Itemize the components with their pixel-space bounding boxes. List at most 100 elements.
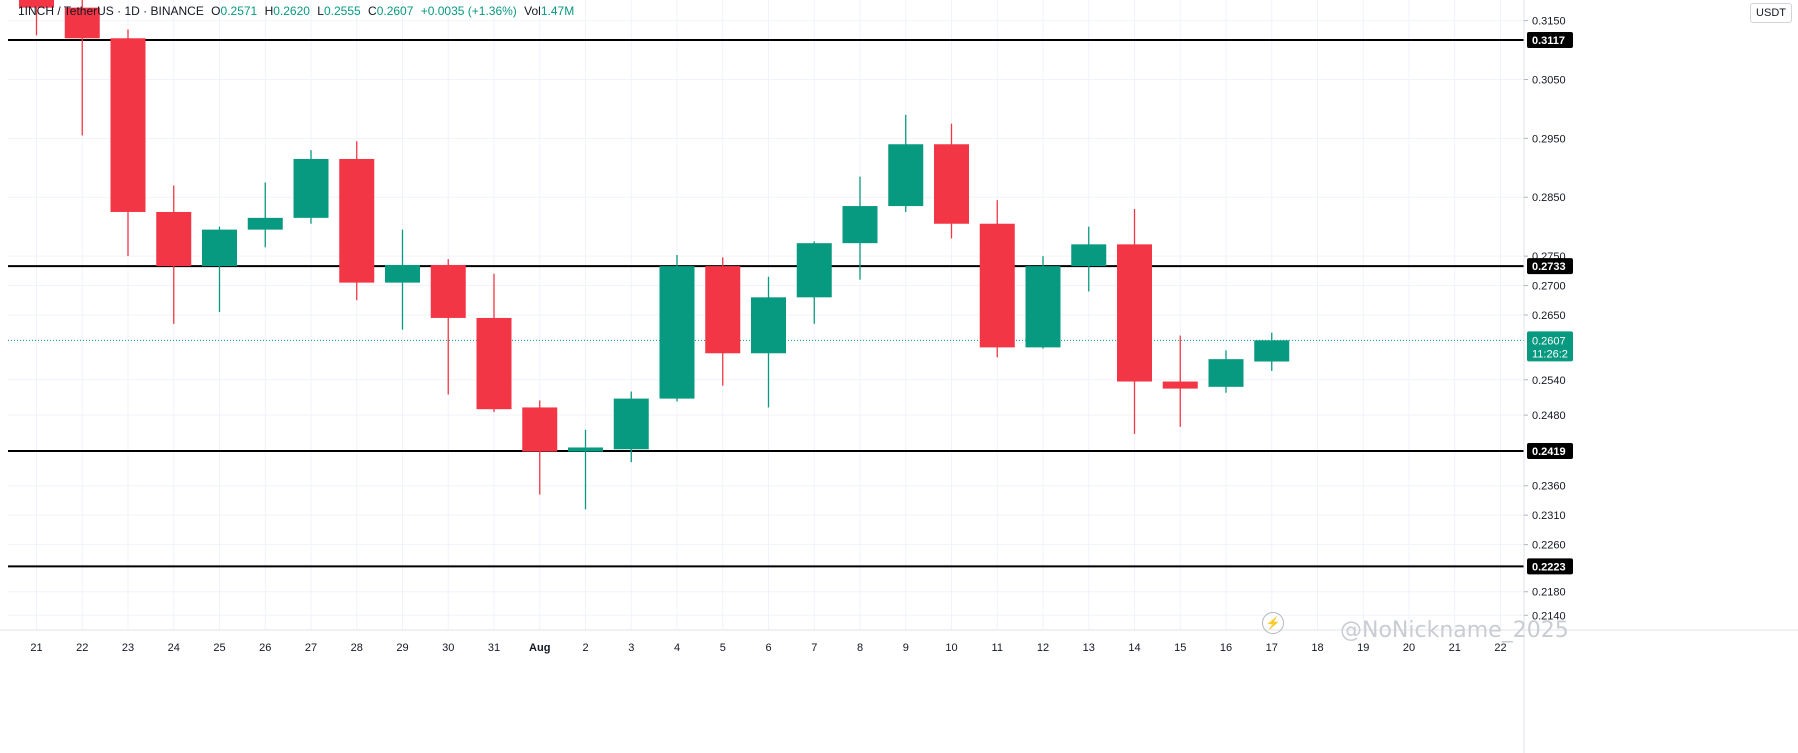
candle-body [385, 264, 420, 283]
time-tick-label: 21 [1449, 642, 1461, 654]
time-tick-label: 20 [1403, 642, 1415, 654]
candle-body [979, 223, 1015, 348]
candle-body [64, 7, 100, 39]
time-axis[interactable]: 21 22 23 24 25 26 27 28 29 30 31 Aug 2 3 4 5 6 7 8 9 10 11 12 1… [0, 629, 1798, 654]
candle-body [796, 243, 832, 298]
time-tick-label: 22 [76, 642, 88, 654]
candle-body [705, 266, 741, 354]
time-tick-label: 4 [674, 642, 680, 654]
open-value: 0.2571 [220, 4, 258, 18]
candle-body [1254, 340, 1290, 362]
time-tick-label: 29 [396, 642, 408, 654]
candle-body [110, 38, 146, 212]
candle-body [202, 229, 237, 267]
price-tick-label: 0.2480 [1532, 410, 1566, 422]
volume-label: Vol [524, 4, 541, 18]
time-tick-label: 24 [168, 642, 180, 654]
price-tick-label: 0.2260 [1532, 540, 1566, 552]
time-tick-label: 2 [582, 642, 588, 654]
level-price-tag [1527, 443, 1573, 460]
level-price-label: 0.2733 [1532, 261, 1566, 273]
time-tick-label: 9 [903, 642, 909, 654]
time-tick-label: 17 [1266, 642, 1278, 654]
price-tick-label: 0.2140 [1532, 610, 1566, 622]
candle-body [522, 407, 558, 452]
low-label: L [317, 4, 324, 18]
price-tick-label: 0.2850 [1532, 192, 1566, 204]
high-label: H [264, 4, 274, 18]
time-tick-label: 26 [259, 642, 271, 654]
candle-body [476, 317, 512, 410]
candle-body [156, 211, 192, 267]
candle-body [888, 144, 924, 207]
lightning-icon[interactable]: ⚡ [1262, 612, 1284, 634]
time-tick-label: 16 [1220, 642, 1232, 654]
price-tick-label: 0.2360 [1532, 481, 1566, 493]
candle-body [339, 158, 375, 283]
time-tick-label: 6 [765, 642, 771, 654]
current-price-label: 0.2607 [1532, 335, 1566, 347]
time-tick-label: 19 [1357, 642, 1369, 654]
candle-body [1025, 266, 1061, 348]
close-label: C [368, 4, 377, 18]
time-tick-label: 12 [1037, 642, 1049, 654]
candle-body [1162, 381, 1198, 389]
price-tick-label: 0.2700 [1532, 281, 1566, 293]
price-tick-label: 0.2540 [1532, 375, 1566, 387]
time-tick-label: 27 [305, 642, 317, 654]
countdown-label: 11:26:2 [1532, 348, 1568, 360]
time-tick-label: 3 [628, 642, 634, 654]
level-price-label: 0.2223 [1532, 561, 1566, 573]
candle-body [1208, 359, 1244, 387]
time-tick-label: 8 [857, 642, 863, 654]
level-price-tag [1527, 32, 1573, 49]
price-axis[interactable]: 0.31500.30500.29500.28500.27500.27000.26… [1523, 0, 1573, 753]
close-value: 0.2607 [376, 4, 414, 18]
time-tick-label: 23 [122, 642, 134, 654]
time-tick-label: 30 [442, 642, 454, 654]
current-price-tag [1527, 331, 1573, 362]
time-tick-label: 14 [1128, 642, 1140, 654]
candle-body [1071, 244, 1107, 267]
candlestick-series [19, 0, 1290, 510]
time-tick-label: 21 [30, 642, 42, 654]
level-price-tag [1527, 258, 1573, 275]
time-tick-label: 15 [1174, 642, 1186, 654]
time-tick-label: 11 [992, 642, 1003, 654]
candle-body [247, 217, 283, 230]
price-tick-label: 0.3050 [1532, 74, 1566, 86]
price-tick-label: 0.3150 [1532, 16, 1566, 28]
candle-body [842, 206, 878, 244]
symbol-name[interactable]: 1INCH / TetherUS · 1D · BINANCE [18, 4, 204, 18]
level-price-tag [1527, 558, 1573, 575]
time-tick-label: 7 [811, 642, 817, 654]
price-tick-label: 0.2310 [1532, 510, 1566, 522]
level-price-label: 0.3117 [1532, 35, 1565, 47]
change-value: +0.0035 (+1.36%) [420, 4, 517, 18]
candle-body [751, 297, 786, 354]
time-tick-label: 18 [1311, 642, 1323, 654]
open-label: O [211, 4, 221, 18]
candle-body [1117, 244, 1152, 382]
time-tick-label: 25 [213, 642, 225, 654]
time-tick-label: Aug [529, 642, 550, 654]
time-tick-label: 5 [720, 642, 726, 654]
candle-body [19, 0, 54, 8]
level-price-label: 0.2419 [1532, 446, 1566, 458]
time-tick-label: 31 [488, 642, 500, 654]
price-tick-label: 0.2650 [1532, 310, 1566, 322]
candle-body [568, 447, 603, 452]
watermark: @NoNickname_2025 [1340, 618, 1569, 643]
high-value: 0.2620 [273, 4, 310, 18]
low-value: 0.2555 [323, 4, 361, 18]
price-tick-label: 0.2950 [1532, 133, 1566, 145]
time-tick-label: 13 [1083, 642, 1095, 654]
currency-button[interactable]: USDT [1750, 3, 1792, 23]
symbol-legend: 1INCH / TetherUS · 1D · BINANCE O0.2571 … [18, 4, 574, 18]
candle-body [613, 398, 649, 450]
candle-body [293, 158, 329, 218]
time-tick-label: 10 [945, 642, 957, 654]
time-tick-label: 22 [1494, 642, 1506, 654]
time-tick-label: 28 [351, 642, 363, 654]
